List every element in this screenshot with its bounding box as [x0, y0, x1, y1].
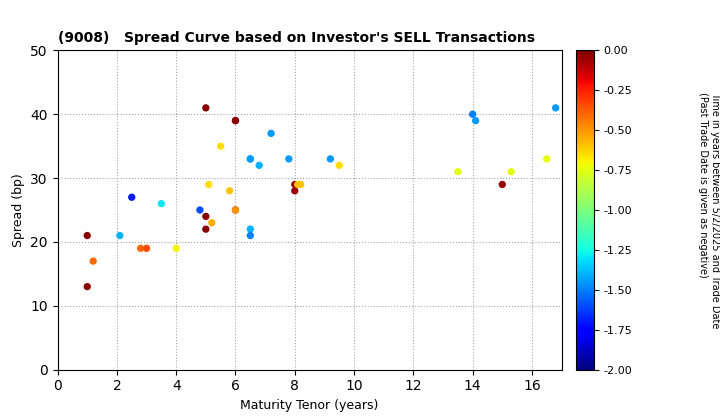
- Point: [200, 213, 212, 220]
- Point: [200, 226, 212, 233]
- Point: [230, 117, 241, 124]
- Point: [470, 117, 482, 124]
- Point: [230, 207, 241, 213]
- Point: [253, 162, 265, 169]
- Point: [295, 181, 307, 188]
- Point: [283, 155, 294, 162]
- Point: [550, 105, 562, 111]
- X-axis label: Maturity Tenor (years): Maturity Tenor (years): [240, 399, 379, 412]
- Point: [203, 181, 215, 188]
- Point: [206, 219, 217, 226]
- Point: [87, 258, 99, 265]
- Point: [325, 155, 336, 162]
- Point: [497, 181, 508, 188]
- Point: [114, 232, 125, 239]
- Point: [230, 207, 241, 213]
- Point: [224, 187, 235, 194]
- Point: [245, 155, 256, 162]
- Point: [467, 111, 478, 118]
- Point: [230, 117, 241, 124]
- Point: [200, 105, 212, 111]
- Text: (9008)   Spread Curve based on Investor's SELL Transactions: (9008) Spread Curve based on Investor's …: [58, 31, 534, 45]
- Point: [126, 194, 138, 201]
- Point: [289, 181, 300, 188]
- Point: [171, 245, 182, 252]
- Point: [135, 245, 146, 252]
- Point: [292, 181, 304, 188]
- Text: Time in years between 5/2/2025 and Trade Date
(Past Trade Date is given as negat: Time in years between 5/2/2025 and Trade…: [698, 92, 720, 328]
- Point: [541, 155, 552, 162]
- Point: [81, 232, 93, 239]
- Point: [81, 283, 93, 290]
- Y-axis label: Spread (bp): Spread (bp): [12, 173, 24, 247]
- Point: [505, 168, 517, 175]
- Point: [245, 226, 256, 233]
- Point: [289, 187, 300, 194]
- Point: [141, 245, 153, 252]
- Point: [333, 162, 345, 169]
- Point: [265, 130, 276, 137]
- Point: [156, 200, 167, 207]
- Point: [215, 143, 226, 150]
- Point: [452, 168, 464, 175]
- Point: [194, 207, 206, 213]
- Point: [245, 155, 256, 162]
- Point: [245, 232, 256, 239]
